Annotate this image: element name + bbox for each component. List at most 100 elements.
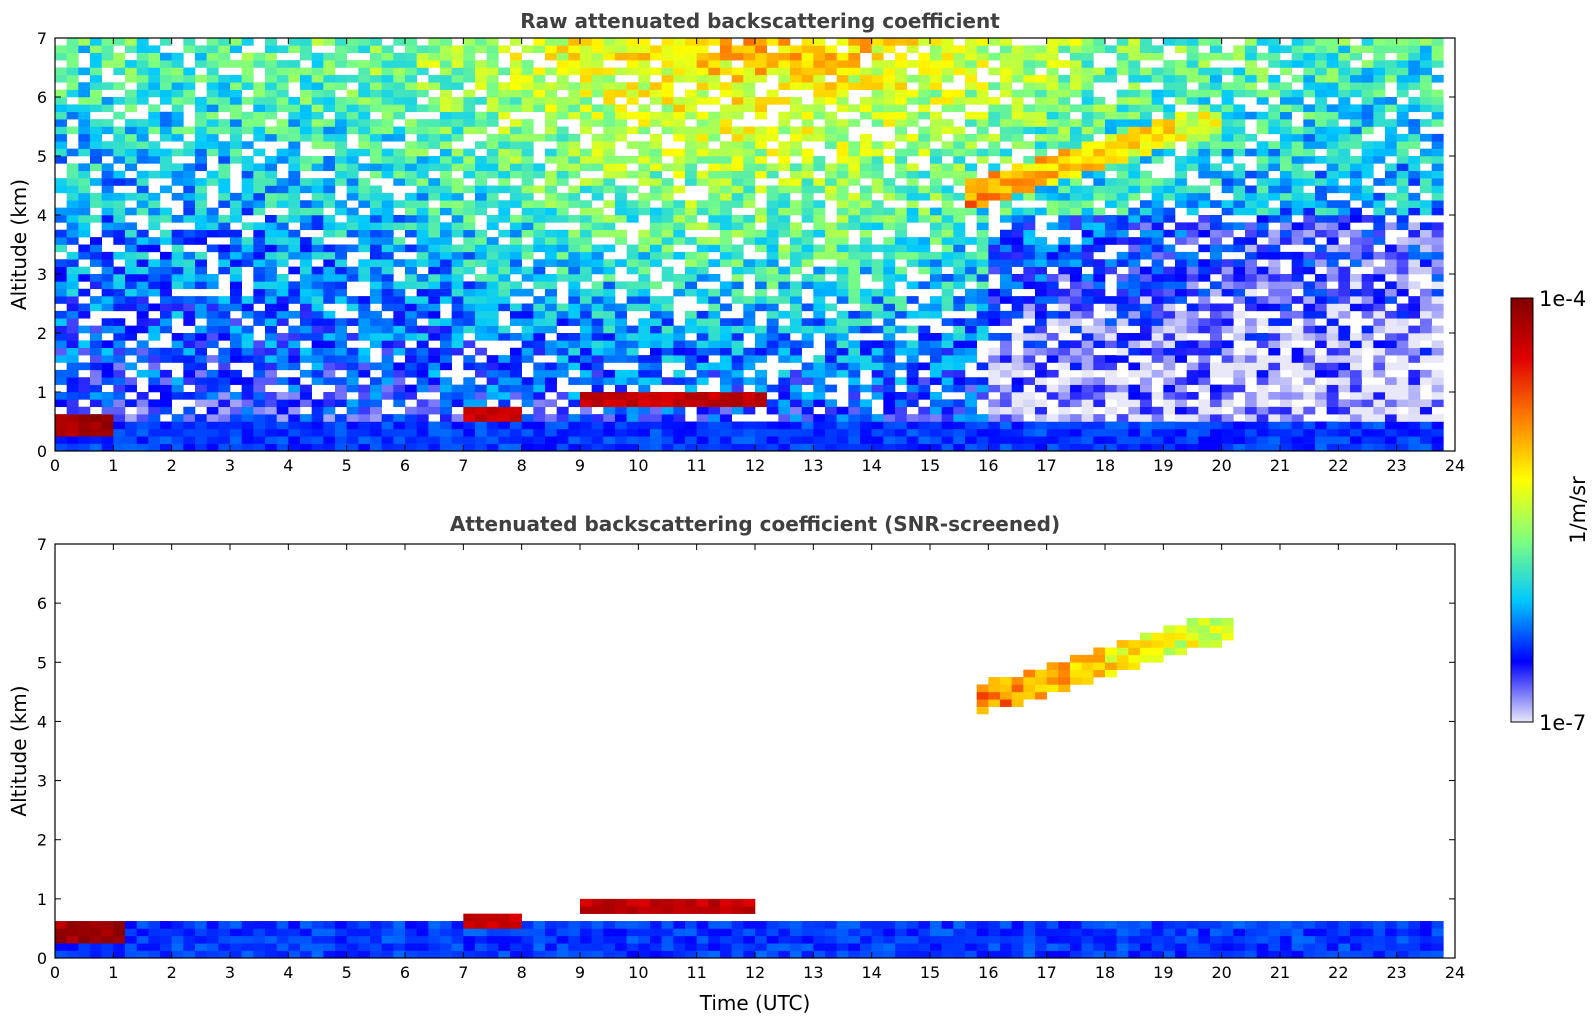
heatmap-cell (790, 384, 802, 393)
heatmap-cell (1105, 148, 1117, 157)
heatmap-cell (1093, 237, 1106, 245)
heatmap-cell (475, 97, 487, 105)
heatmap-cell (1198, 192, 1211, 201)
heatmap-cell (370, 97, 382, 105)
heatmap-cell (1023, 229, 1036, 238)
heatmap-cell (78, 244, 91, 253)
heatmap-cell (860, 421, 872, 430)
heatmap-cell (1000, 207, 1012, 216)
heatmap-cell (451, 104, 464, 113)
heatmap-cell (1186, 119, 1199, 127)
heatmap-cell (148, 333, 161, 341)
heatmap-cell (393, 443, 406, 452)
heatmap-cell (1198, 67, 1211, 76)
heatmap-cell (381, 436, 394, 444)
heatmap-cell (953, 443, 966, 452)
heatmap-cell (1116, 215, 1129, 223)
heatmap-cell (265, 251, 277, 260)
heatmap-cell (965, 399, 977, 408)
heatmap-cell (976, 384, 989, 393)
heatmap-cell (988, 97, 1001, 105)
heatmap-cell (311, 119, 324, 127)
heatmap-cell (871, 274, 884, 282)
heatmap-cell (1303, 89, 1316, 98)
heatmap-cell (918, 436, 931, 444)
heatmap-cell (171, 266, 184, 275)
heatmap-cell (148, 259, 161, 267)
heatmap-cell (533, 38, 546, 46)
heatmap-cell (253, 288, 266, 297)
heatmap-cell (1151, 207, 1164, 216)
heatmap-cell (708, 369, 721, 378)
heatmap-cell (218, 428, 231, 437)
heatmap-cell (1210, 303, 1222, 312)
heatmap-cell (533, 421, 546, 430)
heatmap-cell (580, 296, 592, 304)
heatmap-cell (265, 200, 277, 208)
heatmap-cell (335, 156, 347, 164)
heatmap-cell (405, 355, 417, 363)
heatmap-cell (195, 60, 207, 68)
heatmap-cell (300, 111, 312, 120)
heatmap-cell (661, 414, 674, 422)
heatmap-cell (55, 244, 67, 253)
heatmap-cell (941, 74, 954, 83)
heatmap-cell (1303, 362, 1316, 371)
heatmap-cell (1058, 178, 1071, 186)
heatmap-cell (486, 119, 499, 127)
heatmap-cell (941, 237, 954, 245)
heatmap-cell (1186, 229, 1199, 238)
heatmap-cell (358, 126, 371, 135)
heatmap-cell (440, 82, 452, 90)
heatmap-cell (230, 82, 242, 90)
heatmap-cell (1315, 67, 1327, 76)
heatmap-cell (428, 237, 441, 245)
heatmap-cell (195, 163, 207, 172)
heatmap-cell (778, 192, 791, 201)
heatmap-cell (708, 347, 721, 356)
heatmap-cell (825, 428, 837, 437)
heatmap-cell (1210, 325, 1222, 334)
heatmap-cell (685, 97, 697, 105)
heatmap-cell (930, 392, 942, 400)
heatmap-cell (1210, 126, 1222, 135)
heatmap-cell (346, 45, 359, 54)
heatmap-cell (965, 82, 977, 90)
heatmap-cell (66, 406, 79, 415)
heatmap-cell (230, 133, 242, 142)
heatmap-cell (836, 325, 849, 334)
heatmap-cell (463, 318, 476, 326)
heatmap-cell (510, 133, 522, 142)
heatmap-cell (183, 89, 196, 98)
heatmap-cell (113, 362, 126, 371)
heatmap-cell (113, 340, 126, 349)
heatmap-cell (1000, 156, 1012, 164)
heatmap-cell (311, 355, 324, 363)
heatmap-cell (1245, 347, 1257, 356)
heatmap-cell (78, 192, 91, 201)
heatmap-cell (1058, 428, 1071, 437)
heatmap-cell (1221, 318, 1234, 326)
heatmap-cell (195, 141, 207, 149)
heatmap-cell (253, 347, 266, 356)
heatmap-cell (358, 333, 371, 341)
heatmap-cell (218, 45, 231, 54)
heatmap-cell (731, 97, 744, 105)
heatmap-cell (895, 60, 907, 68)
heatmap-cell (160, 170, 172, 179)
heatmap-cell (1210, 163, 1222, 172)
heatmap-cell (1035, 362, 1047, 371)
heatmap-cell (1233, 384, 1246, 393)
heatmap-cell (300, 67, 312, 76)
heatmap-cell (1081, 274, 1094, 282)
heatmap-cell (335, 274, 347, 282)
heatmap-cell (195, 97, 207, 105)
heatmap-cell (101, 443, 114, 452)
heatmap-cell (1186, 436, 1199, 444)
heatmap-cell (1093, 259, 1106, 267)
heatmap-cell (825, 170, 837, 179)
heatmap-cell (1198, 406, 1211, 415)
heatmap-cell (1198, 274, 1211, 282)
heatmap-cell (1128, 421, 1141, 430)
heatmap-cell (883, 156, 896, 164)
